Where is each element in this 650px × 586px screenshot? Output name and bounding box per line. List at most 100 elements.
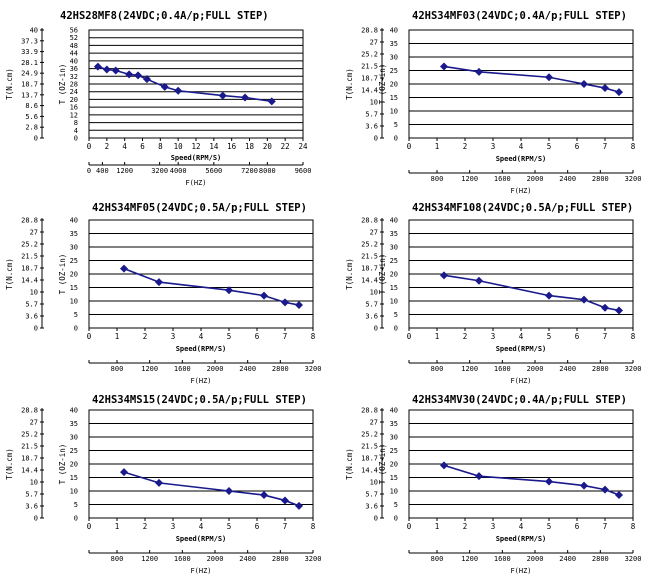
data-point <box>241 93 250 102</box>
x-tick-label: 3 <box>171 522 176 531</box>
ncm-tick-label: 0 <box>374 515 378 523</box>
ncm-tick-label: 3.6 <box>365 313 378 321</box>
ncm-tick-label: 3.6 <box>25 313 38 321</box>
x-tick-label: 6 <box>140 142 145 151</box>
oz-in-tick-label: 40 <box>390 27 398 35</box>
oz-in-tick-label: 28 <box>70 81 78 89</box>
freq-tick-label: 0 <box>87 167 91 175</box>
oz-in-tick-label: 40 <box>390 407 398 415</box>
freq-tick-label: 2000 <box>527 555 544 563</box>
oz-in-tick-label: 30 <box>390 434 398 442</box>
x-tick-label: 0 <box>407 522 412 531</box>
ncm-tick-label: 27 <box>370 229 378 237</box>
data-point <box>225 487 233 495</box>
oz-in-tick-label: 5 <box>74 311 78 319</box>
oz-in-tick-label: 10 <box>70 298 78 306</box>
data-point <box>615 88 623 97</box>
freq-tick-label: 1600 <box>494 365 511 373</box>
oz-in-tick-label: 35 <box>70 420 78 428</box>
freq-tick-label: 3200 <box>625 365 642 373</box>
freq-tick-label: 400 <box>96 167 109 175</box>
oz-in-tick-label: 8 <box>74 119 78 127</box>
ncm-tick-label: 10 <box>370 479 378 487</box>
freq-tick-label: 800 <box>111 555 124 563</box>
ncm-tick-label: 0 <box>374 135 378 143</box>
freq-tick-label: 2000 <box>207 365 224 373</box>
x-tick-label: 0 <box>407 332 412 341</box>
oz-in-tick-label: 20 <box>70 96 78 104</box>
freq-tick-label: 2800 <box>592 555 609 563</box>
x-tick-label: 8 <box>311 332 316 341</box>
data-point <box>545 477 553 486</box>
freq-tick-label: 3200 <box>305 365 322 373</box>
x-tick-label: 16 <box>227 142 237 151</box>
ncm-tick-label: 24.9 <box>21 70 38 78</box>
ncm-tick-label: 28.1 <box>21 59 38 67</box>
oz-in-tick-label: 35 <box>70 230 78 238</box>
data-point <box>601 303 609 312</box>
data-point <box>475 472 483 481</box>
freq-tick-label: 1600 <box>494 175 511 183</box>
xlabel-speed: Speed(RPM/S) <box>176 535 227 543</box>
x-tick-label: 5 <box>227 332 232 341</box>
data-point <box>295 301 303 310</box>
x-tick-label: 10 <box>174 142 184 151</box>
x-tick-label: 1 <box>115 522 120 531</box>
x-tick-label: 3 <box>491 142 496 151</box>
freq-tick-label: 7200 <box>241 167 258 175</box>
freq-tick-label: 1600 <box>174 555 191 563</box>
ncm-tick-label: 21.5 <box>361 63 378 71</box>
x-tick-label: 6 <box>255 332 260 341</box>
chart-title: 42HS34MF03(24VDC;0.4A/p;FULL STEP) <box>412 10 627 22</box>
data-point <box>111 66 120 75</box>
oz-in-tick-label: 35 <box>390 230 398 238</box>
x-tick-label: 1 <box>435 522 440 531</box>
oz-in-tick-label: 12 <box>70 111 78 119</box>
chart-panel-5: 42HS34MS15(24VDC;0.5A/p;FULL STEP)051015… <box>5 394 321 575</box>
data-point <box>615 306 623 315</box>
ncm-tick-label: 14.4 <box>21 467 38 475</box>
x-tick-label: 5 <box>547 142 552 151</box>
data-point <box>260 491 268 500</box>
ncm-tick-label: 18.7 <box>361 265 378 273</box>
ncm-tick-label: 0 <box>34 515 38 523</box>
ncm-tick-label: 5.7 <box>25 491 38 499</box>
ncm-tick-label: 21.5 <box>21 443 38 451</box>
data-point <box>155 478 163 487</box>
oz-in-tick-label: 30 <box>390 244 398 252</box>
chart-panel-4: 42HS34MF108(24VDC;0.5A/p;FULL STEP)05101… <box>345 202 641 385</box>
ylabel-ncm: T(N.cm) <box>5 448 14 480</box>
oz-in-tick-label: 4 <box>74 127 78 135</box>
x-tick-label: 8 <box>311 522 316 531</box>
oz-in-tick-label: 32 <box>70 73 78 81</box>
ncm-tick-label: 5.7 <box>25 301 38 309</box>
ncm-tick-label: 5.6 <box>25 113 38 121</box>
oz-in-tick-label: 0 <box>394 515 398 523</box>
x-tick-label: 24 <box>298 142 308 151</box>
oz-in-tick-label: 20 <box>70 271 78 279</box>
data-point <box>475 67 483 76</box>
x-tick-label: 2 <box>463 142 468 151</box>
xlabel-freq: F(HZ) <box>185 179 206 187</box>
ylabel-oz-in: T (OZ-in) <box>378 444 387 485</box>
xlabel-speed: Speed(RPM/S) <box>496 535 547 543</box>
data-point <box>281 496 289 505</box>
ncm-tick-label: 25.2 <box>21 431 38 439</box>
oz-in-tick-label: 36 <box>70 65 78 73</box>
x-tick-label: 0 <box>87 142 92 151</box>
freq-tick-label: 1200 <box>141 365 158 373</box>
x-tick-label: 4 <box>519 332 524 341</box>
ncm-tick-label: 18.7 <box>361 75 378 83</box>
ylabel-ncm: T(N.cm) <box>345 68 354 100</box>
freq-tick-label: 800 <box>431 175 444 183</box>
ncm-tick-label: 14.4 <box>361 277 378 285</box>
data-point <box>142 75 151 84</box>
ncm-tick-label: 27 <box>30 229 38 237</box>
ncm-tick-label: 21.5 <box>361 443 378 451</box>
oz-in-tick-label: 15 <box>390 474 398 482</box>
data-point <box>120 468 128 477</box>
xlabel-speed: Speed(RPM/S) <box>176 345 227 353</box>
data-point <box>125 70 134 79</box>
oz-in-tick-label: 10 <box>70 488 78 496</box>
